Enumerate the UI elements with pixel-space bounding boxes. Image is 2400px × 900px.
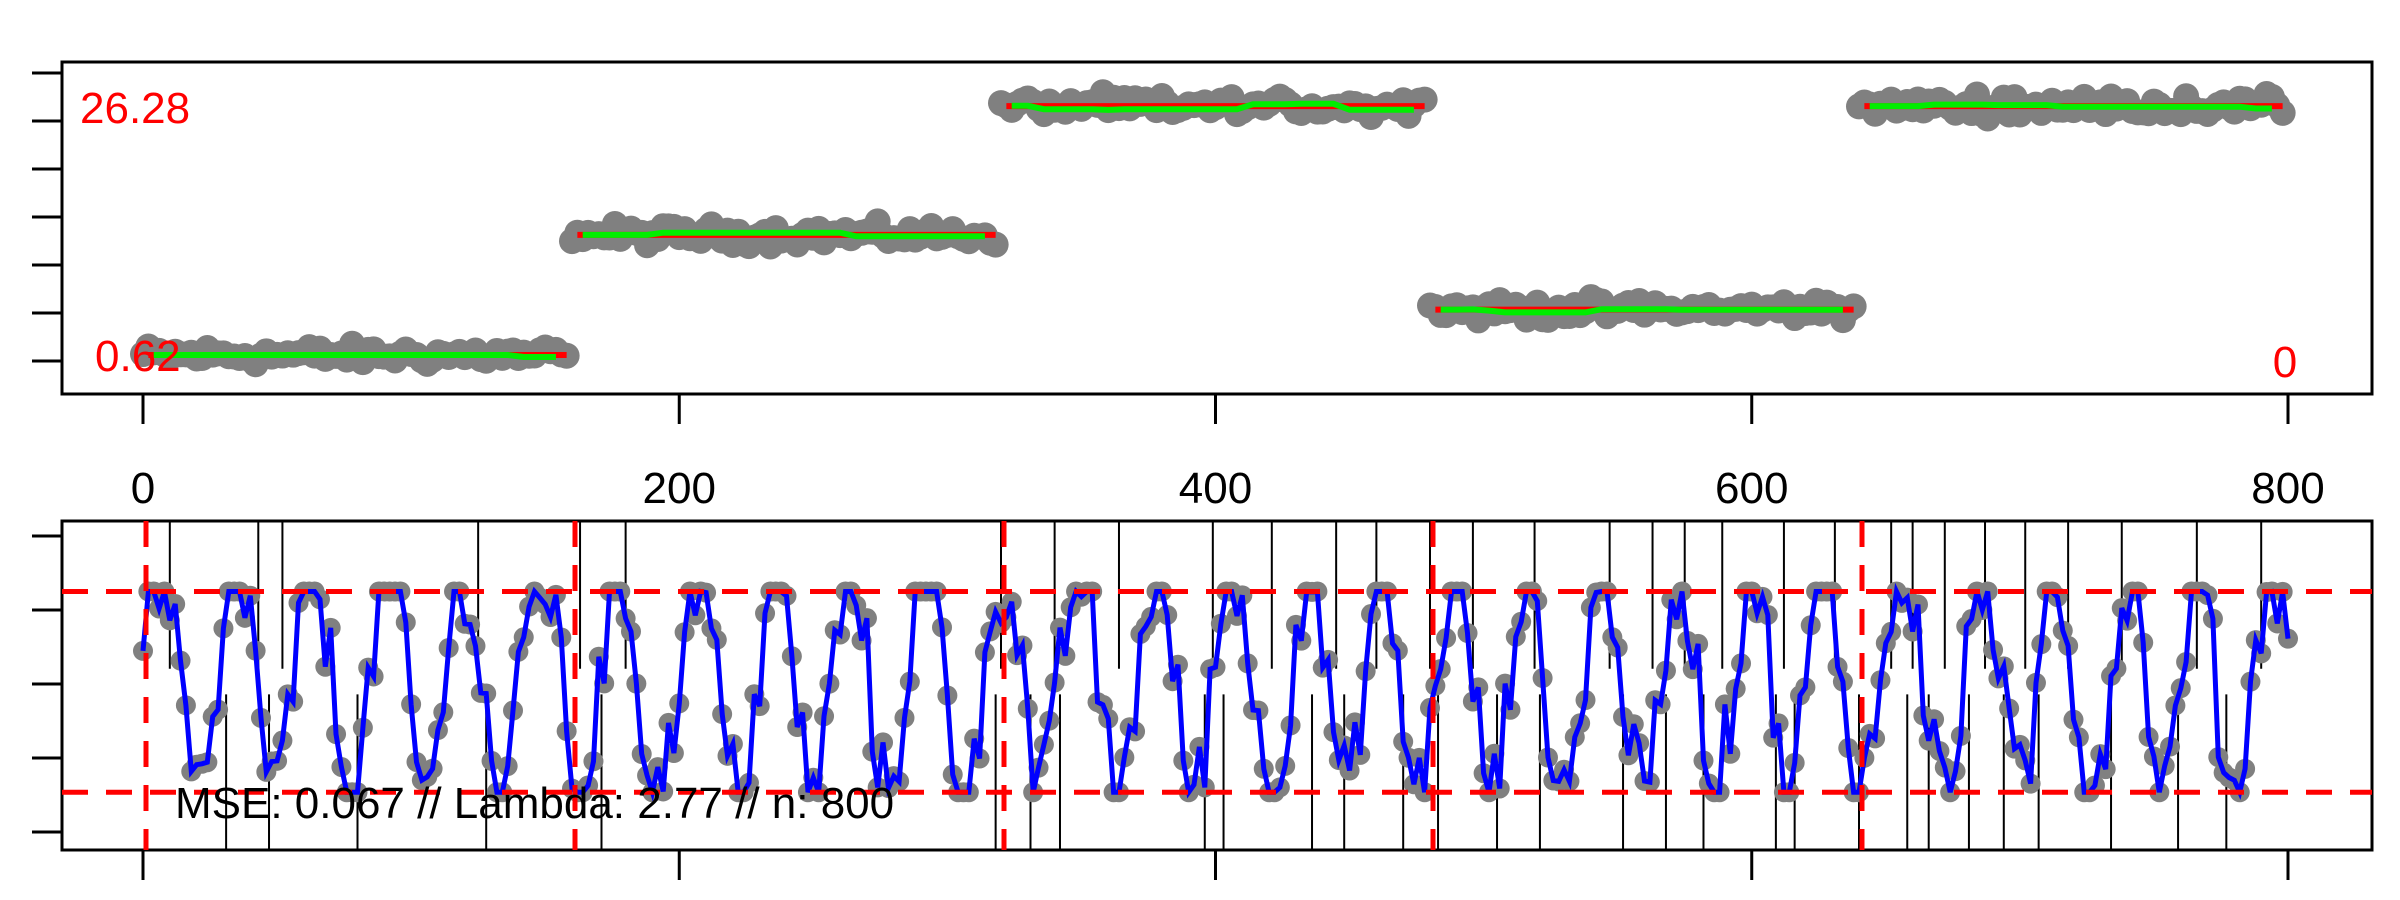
bottom-signal-line <box>140 582 2291 802</box>
top-y-axis <box>32 71 62 363</box>
top-x-axis: 0 200 400 600 800 <box>131 394 2325 513</box>
fit-segment-2 <box>1011 100 1414 113</box>
x-tick-label: 600 <box>1715 464 1788 513</box>
bottom-y-axis <box>32 534 62 834</box>
fit-segment-4 <box>1869 101 2272 112</box>
top-true-segments <box>148 103 2283 358</box>
fit-segment-1 <box>582 229 985 240</box>
bottom-dashed-lines <box>62 521 2372 850</box>
bottom-panel: MSE: 0.067 // Lambda: 2.77 // n: 800 <box>32 519 2374 880</box>
bottom-point <box>2278 628 2298 649</box>
top-panel: 0 200 400 600 800 26.28 0.62 0 <box>32 60 2374 513</box>
x-tick-label: 0 <box>131 464 155 513</box>
fit-segment-0 <box>153 352 556 360</box>
top-point <box>982 231 1009 258</box>
signal-line <box>140 582 2291 802</box>
top-point <box>1840 293 1867 320</box>
x-tick-label: 800 <box>2251 464 2324 513</box>
x-tick-label: 200 <box>643 464 716 513</box>
right-value-label: 0 <box>2273 338 2297 387</box>
stats-label: MSE: 0.067 // Lambda: 2.77 // n: 800 <box>175 779 894 828</box>
min-value-label: 0.62 <box>95 332 181 381</box>
fit-segment-3 <box>1440 306 1843 316</box>
top-fitted-line <box>153 100 2272 360</box>
top-points-series <box>130 79 2296 378</box>
bottom-x-axis <box>141 850 2290 880</box>
max-value-label: 26.28 <box>80 84 190 133</box>
x-tick-label: 400 <box>1179 464 1252 513</box>
